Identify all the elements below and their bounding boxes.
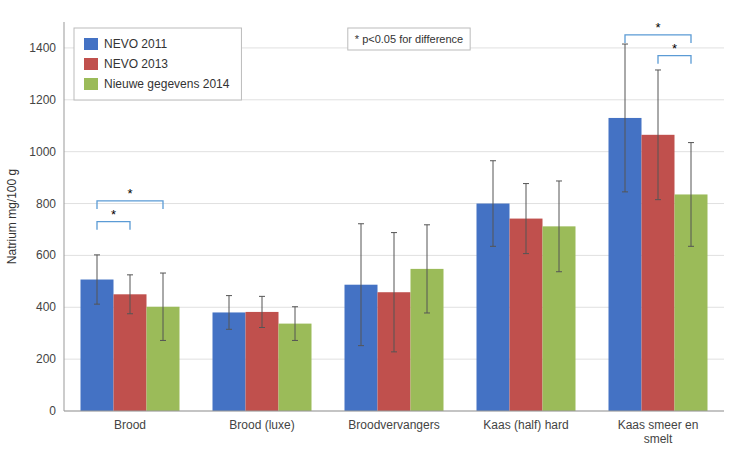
error-bar bbox=[94, 255, 100, 304]
error-cap bbox=[127, 313, 133, 314]
significance-bracket bbox=[625, 35, 691, 43]
legend-label: NEVO 2011 bbox=[104, 37, 167, 51]
error-cap bbox=[523, 183, 529, 184]
error-cap bbox=[292, 306, 298, 307]
error-bar bbox=[688, 143, 694, 247]
error-cap bbox=[127, 274, 133, 275]
x-tick-label: Broodvervangers bbox=[348, 418, 439, 432]
error-cap bbox=[259, 296, 265, 297]
error-cap bbox=[160, 273, 166, 274]
annotation: * p<0.05 for difference bbox=[348, 28, 470, 50]
error-cap bbox=[391, 232, 397, 233]
error-cap bbox=[655, 199, 661, 200]
y-tick-label: 1200 bbox=[29, 93, 56, 107]
chart: 0 200 400 600 800 1000 1200 1400 Natrium mg/100 … bbox=[0, 0, 738, 463]
error-bar bbox=[523, 184, 529, 254]
error-bar bbox=[556, 181, 562, 272]
error-cap bbox=[358, 345, 364, 346]
legend: NEVO 2011 NEVO 2013 Nieuwe gegevens 2014 bbox=[74, 28, 241, 100]
error-bar bbox=[292, 307, 298, 341]
grid-line bbox=[64, 411, 724, 412]
error-cap bbox=[622, 191, 628, 192]
error-cap bbox=[556, 271, 562, 272]
y-tick-label: 200 bbox=[36, 352, 56, 366]
error-line bbox=[427, 225, 428, 313]
significance-label: * bbox=[111, 207, 116, 222]
significance-label: * bbox=[672, 41, 677, 56]
error-bar bbox=[622, 44, 628, 192]
legend-swatch bbox=[84, 58, 98, 70]
error-cap bbox=[490, 246, 496, 247]
error-cap bbox=[358, 223, 364, 224]
legend-swatch bbox=[84, 38, 98, 50]
y-tick-label: 800 bbox=[36, 197, 56, 211]
error-bar bbox=[490, 161, 496, 247]
significance-bracket bbox=[97, 201, 163, 209]
error-bar bbox=[424, 225, 430, 313]
y-tick-label: 0 bbox=[49, 404, 56, 418]
error-bar bbox=[127, 275, 133, 314]
y-tick-label: 1400 bbox=[29, 41, 56, 55]
error-line bbox=[163, 273, 164, 340]
error-cap bbox=[688, 246, 694, 247]
y-tick-label: 600 bbox=[36, 248, 56, 262]
error-cap bbox=[226, 295, 232, 296]
y-tick-label: 400 bbox=[36, 300, 56, 314]
annotation-box bbox=[348, 28, 470, 50]
error-bar bbox=[655, 70, 661, 200]
error-cap bbox=[490, 160, 496, 161]
x-tick-label: Brood bbox=[114, 418, 146, 432]
y-tick-label: 1000 bbox=[29, 145, 56, 159]
error-cap bbox=[160, 340, 166, 341]
error-cap bbox=[688, 142, 694, 143]
y-axis-label: Natrium mg/100 g bbox=[5, 169, 19, 264]
significance-bracket bbox=[658, 56, 691, 64]
error-line bbox=[625, 44, 626, 192]
error-line bbox=[559, 181, 560, 272]
x-tick-label: Brood (luxe) bbox=[229, 418, 294, 432]
error-line bbox=[130, 275, 131, 314]
error-bar bbox=[391, 233, 397, 352]
error-cap bbox=[259, 327, 265, 328]
error-line bbox=[394, 233, 395, 352]
x-axis bbox=[64, 411, 724, 412]
error-cap bbox=[94, 304, 100, 305]
legend-label: NEVO 2013 bbox=[104, 57, 168, 71]
error-cap bbox=[424, 224, 430, 225]
error-line bbox=[262, 296, 263, 327]
x-tick-label: Kaas smeer ensmelt bbox=[618, 418, 699, 446]
error-line bbox=[526, 184, 527, 254]
error-cap bbox=[424, 312, 430, 313]
error-line bbox=[295, 307, 296, 341]
error-cap bbox=[556, 180, 562, 181]
significance-bracket bbox=[97, 222, 130, 230]
error-line bbox=[493, 161, 494, 247]
error-line bbox=[658, 70, 659, 200]
error-cap bbox=[292, 340, 298, 341]
error-cap bbox=[94, 254, 100, 255]
significance-label: * bbox=[127, 186, 132, 201]
error-line bbox=[229, 296, 230, 330]
legend-swatch bbox=[84, 78, 98, 90]
error-line bbox=[691, 143, 692, 247]
error-cap bbox=[622, 44, 628, 45]
annotation-text: * p<0.05 for difference bbox=[355, 33, 463, 45]
significance-label: * bbox=[655, 20, 660, 35]
error-line bbox=[97, 255, 98, 304]
x-tick-label: Kaas (half) hard bbox=[483, 418, 568, 432]
y-axis bbox=[64, 22, 65, 411]
legend-box bbox=[74, 28, 241, 100]
error-cap bbox=[655, 69, 661, 70]
error-bar bbox=[226, 296, 232, 330]
error-cap bbox=[391, 351, 397, 352]
error-bar bbox=[259, 296, 265, 327]
error-bar bbox=[358, 224, 364, 346]
error-bar bbox=[160, 273, 166, 340]
error-cap bbox=[523, 253, 529, 254]
error-cap bbox=[226, 329, 232, 330]
error-line bbox=[361, 224, 362, 346]
legend-label: Nieuwe gegevens 2014 bbox=[104, 77, 230, 91]
